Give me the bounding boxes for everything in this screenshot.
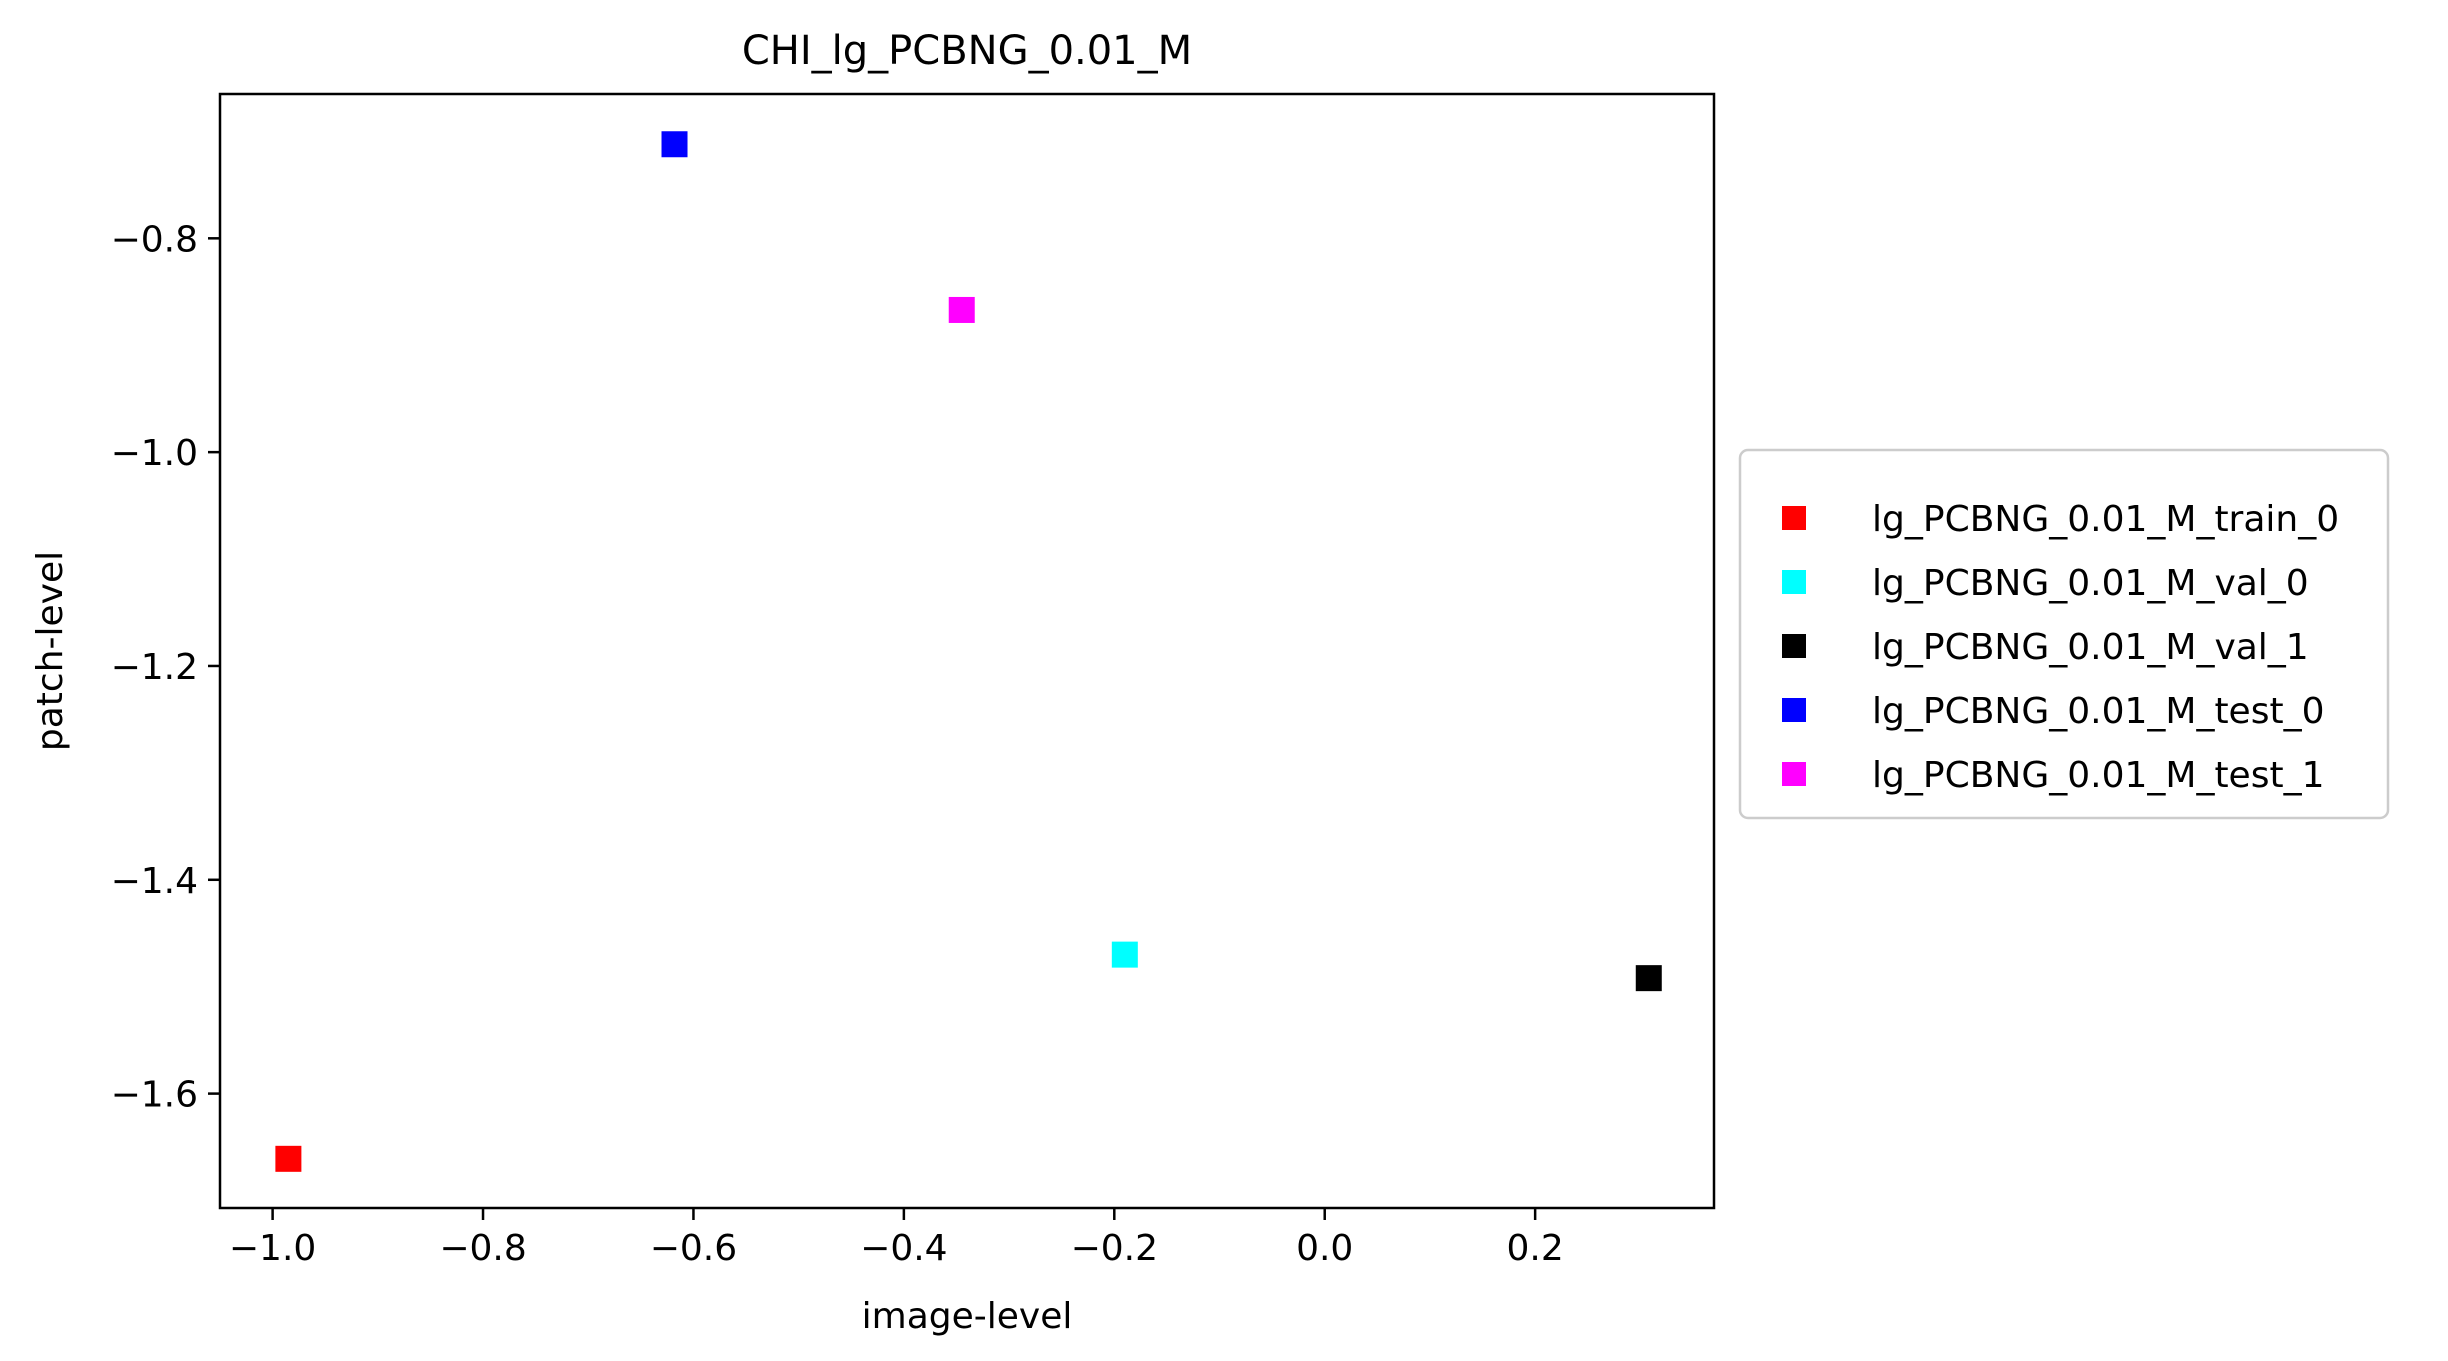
legend-marker [1782, 698, 1806, 722]
data-point [661, 131, 688, 158]
data-point [275, 1145, 302, 1172]
y-tick-label: −1.0 [111, 433, 198, 474]
y-tick-label: −1.2 [111, 647, 198, 688]
data-point [1635, 965, 1662, 992]
legend-box [1738, 448, 2390, 820]
legend-label: lg_PCBNG_0.01_M_train_0 [1872, 499, 2339, 540]
y-tick-label: −0.8 [111, 219, 198, 260]
x-tick-label: −0.6 [650, 1228, 737, 1269]
y-axis: −1.6 −1.4 −1.2 −1.0 −0.8 [111, 219, 220, 1116]
x-tick-label: −1.0 [229, 1228, 316, 1269]
legend-label: lg_PCBNG_0.01_M_val_0 [1872, 563, 2309, 604]
plot-area [218, 92, 1716, 1210]
data-point [1111, 941, 1138, 968]
legend-marker [1782, 634, 1806, 658]
data-point [948, 296, 975, 323]
x-axis: −1.0 −0.8 −0.6 −0.4 −0.2 0.0 0.2 [229, 1208, 1564, 1269]
legend-label: lg_PCBNG_0.01_M_val_1 [1872, 627, 2309, 668]
legend: lg_PCBNG_0.01_M_train_0 lg_PCBNG_0.01_M_v… [1738, 448, 2390, 820]
x-tick-label: −0.4 [860, 1228, 947, 1269]
x-tick-label: −0.2 [1071, 1228, 1158, 1269]
x-axis-label: image-level [862, 1296, 1073, 1337]
data-points [275, 131, 1662, 1172]
legend-marker [1782, 506, 1806, 530]
y-tick-label: −1.6 [111, 1075, 198, 1116]
chart-title: CHI_lg_PCBNG_0.01_M [742, 28, 1192, 74]
legend-label: lg_PCBNG_0.01_M_test_0 [1872, 691, 2324, 732]
y-tick-label: −1.4 [111, 861, 198, 902]
x-tick-label: 0.0 [1296, 1228, 1353, 1269]
plot-frame [218, 92, 1716, 1210]
legend-label: lg_PCBNG_0.01_M_test_1 [1872, 755, 2324, 796]
y-axis-label: patch-level [30, 551, 71, 751]
x-tick-label: 0.2 [1507, 1228, 1564, 1269]
legend-marker [1782, 762, 1806, 786]
x-tick-label: −0.8 [439, 1228, 526, 1269]
legend-marker [1782, 570, 1806, 594]
